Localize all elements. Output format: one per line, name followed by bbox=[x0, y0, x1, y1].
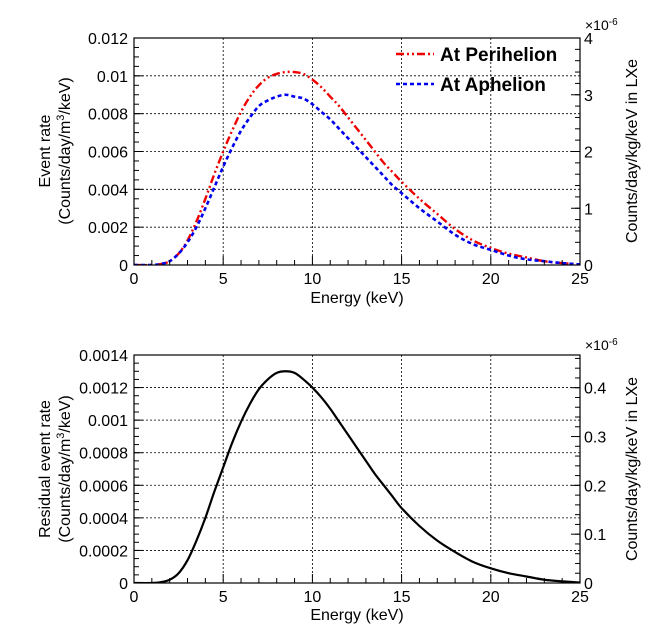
x-tick-label: 0 bbox=[130, 271, 139, 288]
y-tick-label: 0 bbox=[119, 258, 128, 275]
x-tick-label: 20 bbox=[482, 589, 500, 606]
legend-label-at-perihelion: At Perihelion bbox=[440, 45, 557, 66]
top-right-axis-title: Counts/day/kg/keV in LXe bbox=[624, 59, 641, 243]
right-tick-label: 2 bbox=[584, 145, 593, 162]
y-tick-label: 0.002 bbox=[88, 220, 128, 237]
y-tick-label: 0.0002 bbox=[79, 543, 128, 560]
x-tick-label: 5 bbox=[219, 271, 228, 288]
y-tick-label: 0.001 bbox=[88, 413, 128, 430]
bottom-y-tick-labels: 0 0.0002 0.0004 0.0006 0.0008 0.001 0.0012 0.00… bbox=[79, 348, 128, 593]
right-tick-label: 0.1 bbox=[584, 527, 606, 544]
x-tick-label: 25 bbox=[571, 589, 589, 606]
right-tick-label: 0.3 bbox=[584, 430, 606, 447]
series-line-at-aphelion bbox=[134, 93, 580, 265]
x-tick-label: 10 bbox=[304, 589, 322, 606]
y-tick-label: 0.01 bbox=[97, 69, 128, 86]
x-tick-label: 15 bbox=[393, 589, 411, 606]
top-y-tick-labels: 0 0.002 0.004 0.006 0.008 0.01 0.012 bbox=[88, 31, 128, 275]
y-tick-label: 0.0014 bbox=[79, 348, 128, 365]
y-tick-label: 0.006 bbox=[88, 145, 128, 162]
x-tick-label: 10 bbox=[304, 271, 322, 288]
x-tick-label: 5 bbox=[219, 589, 228, 606]
bottom-right-tick-labels: 0 0.1 0.2 0.3 0.4 bbox=[584, 381, 606, 593]
bottom-x-axis-title: Energy (keV) bbox=[310, 607, 403, 624]
right-tick-label: 4 bbox=[584, 31, 593, 48]
right-tick-label: 0 bbox=[584, 258, 593, 275]
bottom-right-axis-exponent: ×10-6 bbox=[585, 337, 618, 354]
y-tick-label: 0.0006 bbox=[79, 478, 128, 495]
bottom-chart-panel: 0 5 10 15 20 25 0 0.0002 0.0004 0.0006 0.0008 0.00… bbox=[37, 337, 641, 625]
top-y-axis-title-line1: Event rate bbox=[37, 114, 54, 187]
x-tick-label: 0 bbox=[130, 589, 139, 606]
bottom-x-tick-labels: 0 5 10 15 20 25 bbox=[130, 589, 589, 606]
top-right-axis-exponent: ×10-6 bbox=[585, 17, 618, 34]
bottom-ticks bbox=[133, 354, 581, 584]
top-y-axis-title-line2: (Counts/day/m3/keV) bbox=[55, 77, 74, 225]
y-tick-label: 0.012 bbox=[88, 31, 128, 48]
right-tick-label: 0 bbox=[584, 576, 593, 593]
top-chart-panel: 0 5 10 15 20 25 00.0020.0040.0060.0080.010.01… bbox=[37, 17, 641, 308]
bottom-plot-frame bbox=[133, 354, 581, 584]
top-x-axis-title: Energy (keV) bbox=[310, 290, 403, 307]
right-tick-label: 0.4 bbox=[584, 381, 606, 398]
x-tick-label: 25 bbox=[571, 271, 589, 288]
series-line-at-perihelion bbox=[134, 70, 580, 265]
top-right-tick-labels: 0 1 2 3 4 bbox=[584, 31, 593, 275]
bottom-y-axis-title-line2: (Counts/day/m3/keV) bbox=[55, 395, 74, 543]
y-tick-label: 0.0008 bbox=[79, 446, 128, 463]
top-grid bbox=[134, 38, 580, 265]
top-y-axis-title: Event rate (Counts/day/m3/keV) bbox=[37, 77, 74, 225]
bottom-right-axis-title: Counts/day/kg/keV in LXe bbox=[624, 377, 641, 561]
bottom-y-axis-title: Residual event rate (Counts/day/m3/keV) bbox=[37, 395, 74, 543]
bottom-series-group bbox=[134, 370, 580, 583]
y-tick-label: 0.0012 bbox=[79, 381, 128, 398]
top-plot-frame bbox=[133, 37, 581, 266]
top-legend: At Perihelion At Aphelion bbox=[396, 45, 557, 96]
right-tick-label: 3 bbox=[584, 88, 593, 105]
top-ticks bbox=[133, 37, 581, 266]
bottom-grid bbox=[134, 355, 580, 583]
right-tick-label: 1 bbox=[584, 201, 593, 218]
legend-label-at-aphelion: At Aphelion bbox=[440, 75, 546, 96]
y-tick-label: 0.008 bbox=[88, 107, 128, 124]
y-tick-label: 0 bbox=[119, 576, 128, 593]
x-tick-label: 20 bbox=[482, 271, 500, 288]
series-line-residual bbox=[134, 370, 580, 583]
top-series-group bbox=[134, 70, 580, 265]
y-tick-label: 0.004 bbox=[88, 182, 128, 199]
top-x-tick-labels: 0 5 10 15 20 25 bbox=[130, 271, 589, 288]
y-tick-label: 0.0004 bbox=[79, 511, 128, 528]
bottom-y-axis-title-line1: Residual event rate bbox=[37, 400, 54, 538]
x-tick-label: 15 bbox=[393, 271, 411, 288]
right-tick-label: 0.2 bbox=[584, 478, 606, 495]
